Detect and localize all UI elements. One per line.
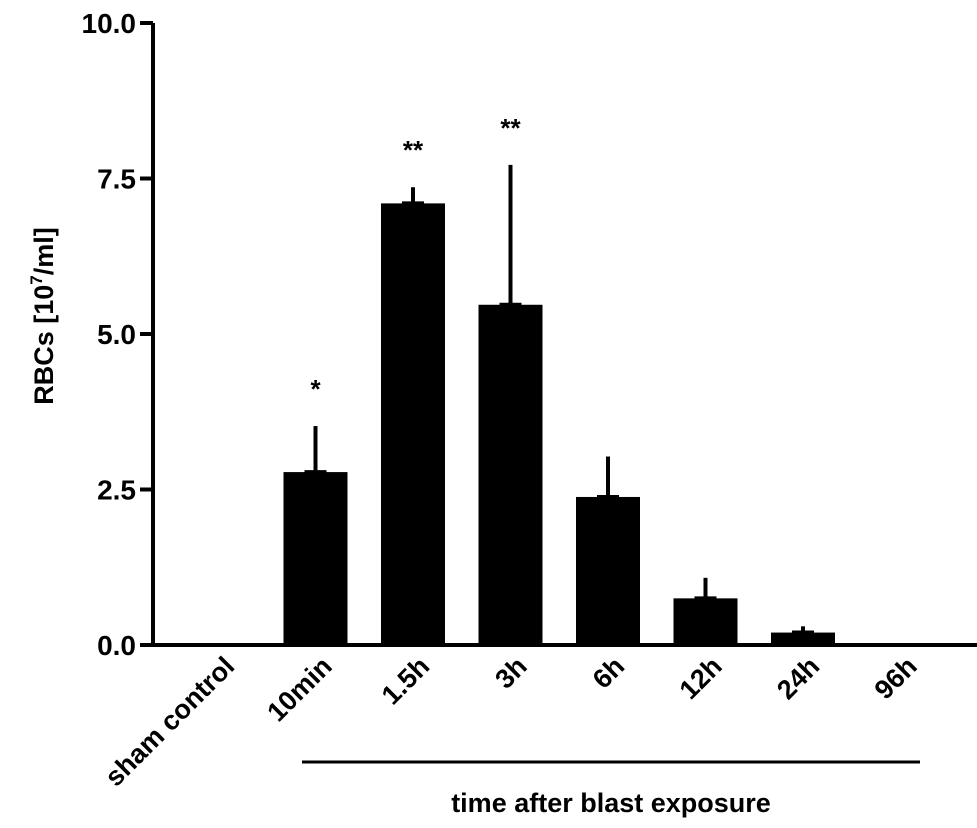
bar xyxy=(381,203,445,645)
x-tick-label: 96h xyxy=(869,651,923,705)
x-axis-title: time after blast exposure xyxy=(451,788,771,818)
bar xyxy=(673,598,738,645)
x-tick-label: 24h xyxy=(771,651,825,705)
bar xyxy=(576,496,640,645)
significance-marks: ***** xyxy=(310,113,521,404)
significance-mark: ** xyxy=(403,135,424,165)
bar xyxy=(186,643,250,645)
bars xyxy=(186,203,933,645)
x-tick-label: sham control xyxy=(99,651,240,792)
bar xyxy=(283,472,348,645)
x-tick-label: 1.5h xyxy=(376,651,435,710)
x-tick-label: 12h xyxy=(674,651,728,705)
bar xyxy=(478,304,543,645)
y-tick-label: 5.0 xyxy=(97,319,136,350)
x-tick-label: 6h xyxy=(587,651,630,694)
x-tick-labels: sham control 10min 1.5h 3h 6h 12h 24h 96h xyxy=(99,651,923,792)
bar xyxy=(868,643,933,645)
y-axis-title: RBCs [107/ml] xyxy=(27,227,59,405)
x-tick-label: 3h xyxy=(489,651,532,694)
significance-mark: ** xyxy=(500,113,521,143)
y-tick-label: 10.0 xyxy=(82,8,137,39)
y-ticks: 0.0 2.5 5.0 7.5 10.0 xyxy=(82,8,153,661)
error-bars xyxy=(304,164,814,635)
y-tick-label: 7.5 xyxy=(97,164,136,195)
bar xyxy=(771,632,835,645)
y-tick-label: 0.0 xyxy=(97,630,136,661)
x-tick-label: 10min xyxy=(261,651,337,727)
significance-mark: * xyxy=(310,374,321,404)
y-tick-label: 2.5 xyxy=(97,475,136,506)
